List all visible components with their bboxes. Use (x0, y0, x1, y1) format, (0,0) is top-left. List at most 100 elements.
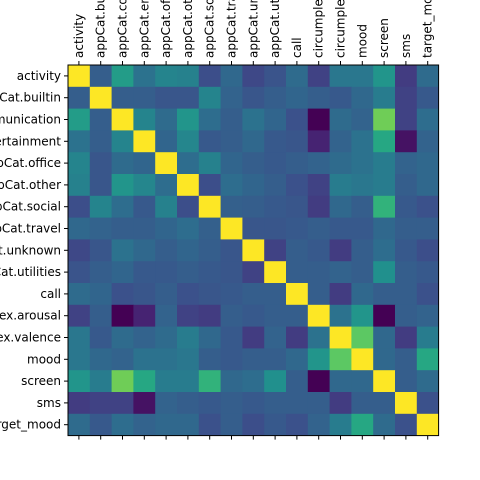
heatmap-cell (89, 152, 112, 175)
heatmap-cell (264, 217, 287, 240)
heatmap-cell (242, 283, 265, 306)
heatmap-cell (329, 413, 352, 436)
heatmap-cell (242, 326, 265, 349)
heatmap-cell (155, 370, 178, 393)
heatmap-cell (133, 217, 156, 240)
heatmap-cell (395, 217, 418, 240)
heatmap-cell (133, 413, 156, 436)
heatmap-cell (307, 283, 330, 306)
heatmap-cell (351, 261, 374, 284)
heatmap-cell (111, 195, 134, 218)
heatmap-cell (242, 174, 265, 197)
heatmap-cell (307, 86, 330, 109)
heatmap-cell (307, 65, 330, 88)
heatmap-cell (416, 326, 439, 349)
heatmap-cell (329, 108, 352, 131)
heatmap-cell (198, 348, 221, 371)
heatmap-cell (68, 370, 91, 393)
heatmap-cell (220, 174, 243, 197)
x-tick-label: circumplex.valence (334, 0, 348, 58)
heatmap-cell (264, 348, 287, 371)
heatmap-cell (395, 65, 418, 88)
x-tick-label: screen (377, 18, 391, 58)
heatmap-cell (307, 413, 330, 436)
heatmap-cell (307, 195, 330, 218)
x-tick-label: sms (399, 34, 413, 58)
heatmap-cell (307, 261, 330, 284)
heatmap-cell (264, 130, 287, 153)
heatmap-cell (177, 195, 200, 218)
heatmap-cell (111, 392, 134, 415)
heatmap-cell (395, 326, 418, 349)
heatmap-cell (89, 86, 112, 109)
heatmap-cell (351, 195, 374, 218)
heatmap-cell (286, 239, 309, 262)
heatmap-cell (416, 65, 439, 88)
heatmap-cell (395, 392, 418, 415)
heatmap-cell (329, 326, 352, 349)
heatmap-cell (264, 108, 287, 131)
heatmap-cell (351, 130, 374, 153)
heatmap-cell (220, 217, 243, 240)
heatmap-cell (242, 348, 265, 371)
heatmap-cells (68, 65, 439, 436)
heatmap-cell (416, 304, 439, 327)
heatmap-cell (242, 370, 265, 393)
heatmap-cell (198, 239, 221, 262)
heatmap-cell (68, 195, 91, 218)
heatmap-cell (198, 261, 221, 284)
y-tick-label: sms (37, 396, 61, 410)
heatmap-cell (351, 392, 374, 415)
heatmap-cell (89, 239, 112, 262)
y-tick-label: circumplex.valence (0, 331, 61, 345)
x-tick-label: appCat.communication (116, 0, 130, 58)
heatmap-cell (351, 239, 374, 262)
heatmap-cell (68, 217, 91, 240)
heatmap-cell (111, 413, 134, 436)
y-tick-label: appCat.utilities (0, 265, 61, 279)
heatmap-cell (177, 326, 200, 349)
heatmap-cell (286, 217, 309, 240)
heatmap-cell (329, 130, 352, 153)
heatmap-cell (89, 261, 112, 284)
y-tick-label: screen (21, 374, 61, 388)
heatmap-cell (373, 370, 396, 393)
heatmap-cell (373, 304, 396, 327)
heatmap-cell (264, 304, 287, 327)
heatmap-cell (177, 108, 200, 131)
y-tick-label: target_mood (0, 418, 61, 432)
heatmap-cell (329, 195, 352, 218)
heatmap-cell (286, 326, 309, 349)
heatmap-cell (89, 283, 112, 306)
x-tick-label: appCat.travel (225, 0, 239, 58)
heatmap-cell (177, 370, 200, 393)
heatmap-cell (111, 65, 134, 88)
heatmap-cell (220, 370, 243, 393)
y-axis: activity appCat.builtin appCat.communicati… (0, 69, 68, 432)
heatmap-cell (351, 86, 374, 109)
heatmap-cell (220, 86, 243, 109)
heatmap-cell (264, 152, 287, 175)
heatmap-cell (220, 304, 243, 327)
heatmap-cell (416, 217, 439, 240)
heatmap-cell (329, 65, 352, 88)
x-tick-label: appCat.unknown (246, 0, 260, 58)
heatmap-cell (242, 108, 265, 131)
heatmap-cell (416, 261, 439, 284)
y-tick-label: appCat.builtin (0, 91, 61, 105)
heatmap-cell (286, 348, 309, 371)
heatmap-cell (89, 370, 112, 393)
heatmap-cell (89, 392, 112, 415)
heatmap-cell (416, 392, 439, 415)
heatmap-cell (264, 370, 287, 393)
heatmap-cell (198, 392, 221, 415)
heatmap-cell (177, 283, 200, 306)
y-tick-label: appCat.entertainment (0, 134, 61, 148)
y-tick-label: appCat.unknown (0, 243, 61, 257)
heatmap-cell (89, 348, 112, 371)
heatmap-cell (177, 392, 200, 415)
heatmap-cell (373, 392, 396, 415)
heatmap-cell (307, 326, 330, 349)
heatmap-cell (68, 348, 91, 371)
